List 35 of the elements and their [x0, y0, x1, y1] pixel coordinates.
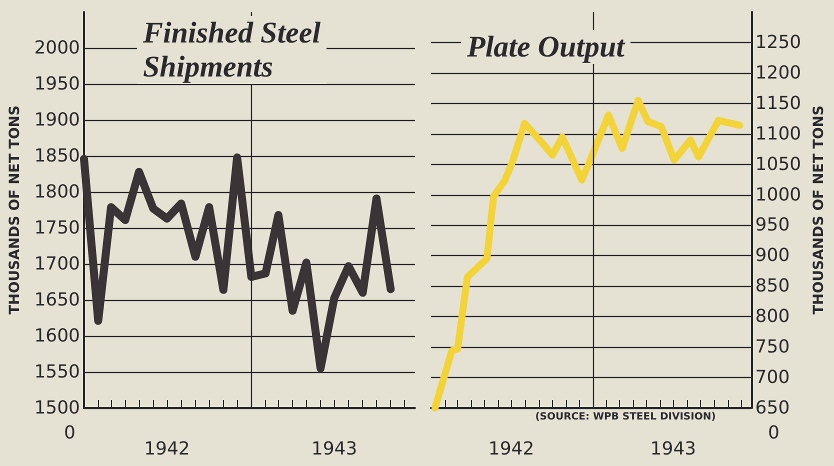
y-tick-label: 750: [755, 336, 790, 358]
y-tick-label: 1900: [34, 110, 80, 130]
y-tick-label: 850: [755, 276, 790, 297]
y-tick-label: 1800: [34, 182, 80, 202]
y-tick-label: 1100: [755, 123, 802, 144]
text: Plate Output: [466, 30, 626, 64]
y-tick-label: 1050: [755, 154, 802, 175]
y-tick-label: 1850: [34, 146, 80, 166]
y-tick-label: 950: [755, 214, 790, 236]
y-tick-label: 1150: [755, 92, 802, 114]
y-tick-label: 1700: [34, 254, 80, 274]
y-tick-label: 800: [755, 306, 790, 328]
x-tick-label: 1942: [488, 438, 534, 460]
text: Finished Steel Shipments: [142, 16, 322, 84]
y-axis-title: THOUSANDS OF NET TONS: [811, 105, 827, 315]
text: (SOURCE: WPB STEEL DIVISION): [535, 412, 716, 422]
x-tick-label: 1943: [650, 438, 696, 460]
y-tick-label: 1550: [34, 362, 80, 382]
x-tick-label: 1943: [311, 438, 358, 460]
y-tick-label: 1000: [755, 184, 802, 206]
y-tick-label: 1750: [34, 218, 80, 238]
text: 0: [64, 422, 76, 444]
y-tick-label: 650: [755, 398, 790, 418]
y-tick-label: 1650: [34, 290, 80, 310]
y-tick-label: 700: [755, 367, 790, 388]
y-tick-label: 1200: [755, 62, 802, 84]
x-tick-label: 1942: [144, 438, 190, 460]
y-tick-label: 1250: [755, 32, 802, 53]
y-tick-label: 900: [755, 245, 790, 266]
y-tick-label: 1950: [34, 74, 80, 94]
y-tick-label: 2000: [34, 38, 80, 58]
y-tick-label: 1500: [34, 398, 80, 418]
y-tick-label: 1600: [34, 326, 80, 346]
y-axis-title: THOUSANDS OF NET TONS: [7, 105, 23, 315]
text: 0: [768, 422, 780, 444]
